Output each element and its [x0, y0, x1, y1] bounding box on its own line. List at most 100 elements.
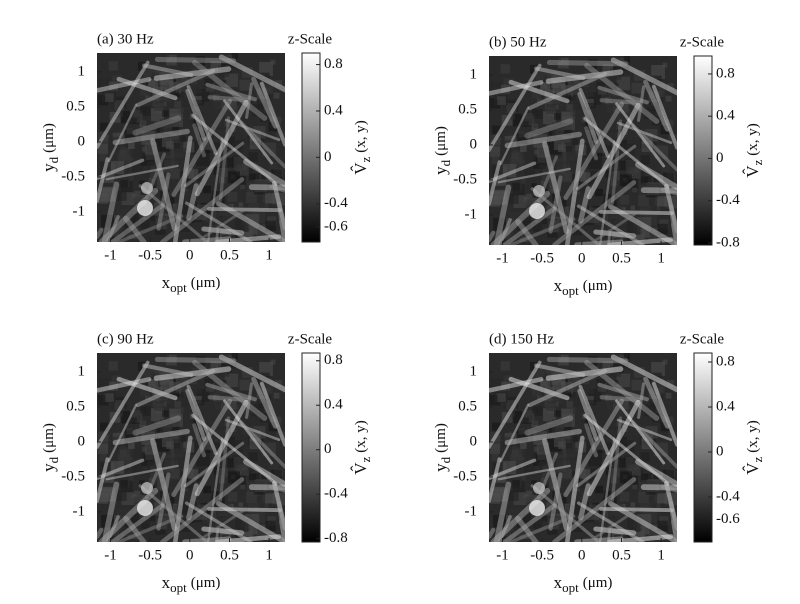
heatmap-texture	[120, 179, 128, 188]
heatmap-texture	[126, 364, 132, 370]
heatmap-texture	[588, 475, 594, 482]
colorbar-tick-label: 0	[324, 441, 332, 457]
heatmap-texture	[566, 104, 573, 111]
heatmap-texture	[538, 191, 548, 200]
heatmap-texture	[176, 483, 182, 490]
heatmap-texture	[493, 217, 506, 231]
filament	[497, 167, 571, 184]
x-tick-label: 0.5	[612, 250, 631, 266]
heatmap-texture	[588, 178, 594, 185]
heatmap-texture	[216, 531, 223, 538]
filament	[201, 508, 247, 539]
filament	[186, 84, 218, 155]
heatmap-texture	[195, 56, 206, 67]
filament	[616, 121, 673, 145]
heatmap-texture	[235, 218, 249, 233]
filament	[272, 480, 285, 531]
heatmap-texture	[224, 373, 239, 388]
heatmap-texture	[178, 493, 185, 499]
colorbar-tick-label: 0.8	[324, 56, 343, 72]
heatmap-texture	[156, 427, 162, 433]
heatmap-texture	[220, 101, 229, 109]
heatmap-texture	[531, 87, 543, 99]
heatmap-texture	[561, 90, 572, 101]
heatmap-texture	[218, 476, 226, 484]
heatmap-texture	[540, 81, 551, 92]
filament	[171, 398, 233, 498]
heatmap-texture	[640, 206, 651, 217]
heatmap-texture	[602, 361, 614, 372]
heatmap-texture	[126, 64, 132, 70]
filament	[509, 514, 576, 542]
filament	[660, 187, 677, 196]
filament	[593, 508, 639, 539]
x-tick-label: 0	[578, 547, 586, 563]
heatmap-texture	[491, 156, 499, 164]
heatmap-texture	[270, 169, 282, 181]
heatmap-texture	[108, 436, 121, 450]
filament	[545, 69, 624, 84]
heatmap-texture	[236, 475, 246, 485]
filament	[192, 123, 207, 158]
y-axis-label-main: y	[39, 463, 58, 472]
filament	[534, 66, 586, 80]
heatmap-texture	[587, 59, 598, 70]
filament	[631, 123, 677, 172]
heatmap-texture	[258, 372, 270, 385]
heatmap-texture	[613, 238, 621, 245]
filament	[279, 519, 285, 542]
heatmap-texture	[214, 398, 226, 410]
heatmap-texture	[570, 407, 576, 413]
heatmap-texture	[165, 194, 175, 204]
heatmap-texture	[172, 516, 180, 523]
filament	[615, 102, 666, 168]
heatmap-texture	[214, 429, 228, 444]
heatmap-texture	[506, 400, 517, 411]
filament	[251, 376, 278, 429]
heatmap-texture	[492, 165, 503, 176]
heatmap-texture	[531, 480, 537, 486]
heatmap-texture	[493, 173, 507, 186]
filament	[597, 85, 649, 105]
filament	[527, 71, 608, 111]
heatmap-texture	[230, 109, 244, 123]
heatmap-texture	[275, 417, 283, 424]
heatmap-texture	[159, 200, 174, 214]
heatmap-texture	[641, 473, 648, 481]
heatmap-texture	[634, 129, 647, 141]
heatmap-texture	[669, 214, 675, 220]
filament	[598, 140, 616, 245]
heatmap-texture	[543, 485, 548, 491]
heatmap-texture	[154, 101, 165, 112]
filament	[564, 435, 585, 542]
heatmap-texture	[259, 62, 273, 76]
heatmap-texture	[183, 97, 193, 107]
heatmap-texture	[273, 92, 280, 99]
heatmap-texture	[571, 138, 578, 146]
y-tick-label: 0	[78, 433, 86, 449]
filament	[184, 441, 245, 488]
filament	[201, 526, 245, 536]
heatmap-texture	[552, 193, 561, 202]
heatmap-texture	[183, 441, 195, 453]
heatmap-texture	[637, 217, 652, 231]
filament	[110, 503, 165, 542]
heatmap-texture	[553, 401, 559, 407]
heatmap-texture	[268, 122, 278, 132]
filament	[671, 222, 677, 245]
colorbar-tick-label: -0.4	[716, 488, 740, 504]
heatmap-texture	[501, 84, 511, 94]
y-tick-label: 0.5	[66, 398, 85, 414]
heatmap-texture	[635, 530, 644, 539]
heatmap-texture	[641, 133, 653, 145]
heatmap-texture	[253, 473, 260, 480]
y-tick-label: 1	[470, 66, 478, 82]
heatmap-texture	[564, 219, 572, 226]
y-tick-label: -0.5	[61, 168, 85, 184]
heatmap-texture	[100, 162, 111, 173]
heatmap-texture	[272, 192, 285, 206]
heatmap-texture	[145, 451, 154, 460]
heatmap-texture	[520, 475, 526, 481]
heatmap-texture	[564, 137, 570, 142]
